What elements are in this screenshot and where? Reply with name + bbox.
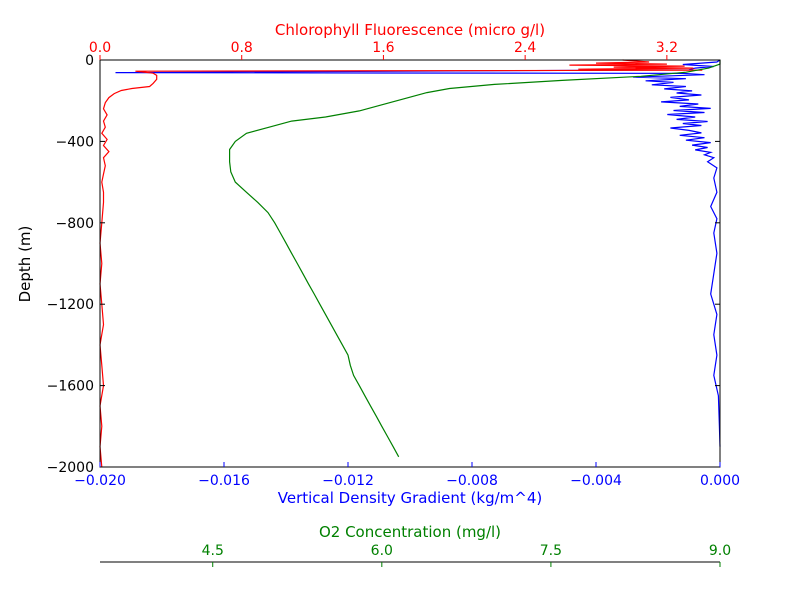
depth-tick-label: −1200 (47, 297, 94, 313)
chlorophyll-tick-label: 2.4 (514, 40, 536, 56)
density-series-line (115, 59, 721, 447)
density-tick-label: −0.016 (198, 473, 250, 489)
depth-tick-label: 0 (85, 53, 94, 69)
oxygen-tick-label: 9.0 (709, 543, 731, 559)
density-tick-label: −0.008 (446, 473, 498, 489)
depth-tick-label: −2000 (47, 460, 94, 476)
chlorophyll-tick-label: 1.6 (372, 40, 394, 56)
oxygen-tick-label: 7.5 (540, 543, 562, 559)
oxygen-axis: 4.5 6.0 7.5 9.0 (202, 543, 731, 567)
chlorophyll-tick-label: 3.2 (656, 40, 678, 56)
depth-tick-label: −800 (56, 216, 94, 232)
depth-axis: −2000 −1600 −1200 −800 −400 0 (47, 53, 720, 476)
depth-tick-label: −400 (56, 134, 94, 150)
chlorophyll-series-line (99, 59, 703, 468)
oxygen-series-line (229, 60, 721, 458)
density-axis: −0.020 −0.016 −0.012 −0.008 −0.004 0.000 (74, 462, 740, 489)
density-tick-label: −0.020 (74, 473, 126, 489)
depth-tick-label: −1600 (47, 379, 94, 395)
chlorophyll-axis-label: Chlorophyll Fluorescence (micro g/l) (275, 21, 545, 39)
oxygen-tick-label: 4.5 (202, 543, 224, 559)
oxygen-tick-label: 6.0 (371, 543, 393, 559)
density-tick-label: −0.004 (570, 473, 622, 489)
oxygen-axis-label: O2 Concentration (mg/l) (319, 523, 501, 541)
chlorophyll-tick-label: 0.0 (89, 40, 111, 56)
density-tick-label: −0.012 (322, 473, 374, 489)
chlorophyll-axis: 0.0 0.8 1.6 2.4 3.2 (89, 40, 678, 60)
depth-axis-label: Depth (m) (16, 226, 34, 303)
chlorophyll-tick-label: 0.8 (231, 40, 253, 56)
density-tick-label: 0.000 (700, 473, 740, 489)
series-layer (99, 59, 721, 468)
density-axis-label: Vertical Density Gradient (kg/m^4) (278, 489, 542, 507)
plot-area-frame (99, 59, 721, 468)
